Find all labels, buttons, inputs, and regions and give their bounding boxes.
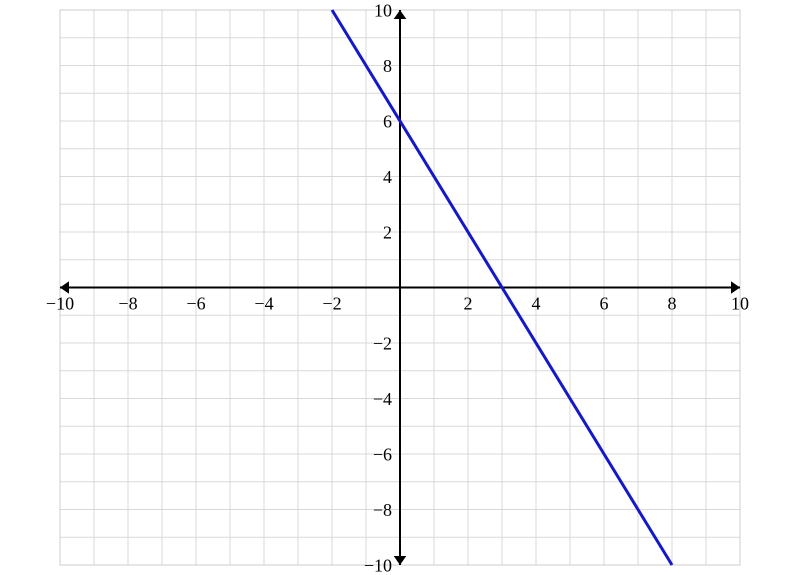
y-tick-label: −2 — [373, 333, 392, 353]
y-tick-label: −8 — [373, 500, 392, 520]
y-tick-label: 4 — [383, 167, 392, 187]
y-tick-label: −4 — [373, 389, 392, 409]
y-tick-label: −6 — [373, 444, 392, 464]
x-tick-label: 10 — [731, 294, 749, 314]
chart-svg: −10 −8 −6 −4 −2 2 4 6 8 10 −10 −8 −6 −4 −2 2 4 6 8 10 — [0, 0, 800, 575]
x-tick-label: −10 — [46, 294, 74, 314]
y-tick-label: 8 — [383, 56, 392, 76]
line-chart: −10 −8 −6 −4 −2 2 4 6 8 10 −10 −8 −6 −4 −2 2 4 6 8 10 — [0, 0, 800, 575]
x-tick-label: −2 — [322, 294, 341, 314]
y-tick-label: 2 — [383, 222, 392, 242]
x-tick-label: −6 — [186, 294, 205, 314]
x-tick-label: −4 — [254, 294, 273, 314]
y-tick-label: −10 — [364, 555, 392, 575]
x-tick-label: 6 — [600, 294, 609, 314]
x-tick-label: 2 — [464, 294, 473, 314]
x-tick-label: −8 — [118, 294, 137, 314]
y-tick-label: 6 — [383, 111, 392, 131]
y-tick-label: 10 — [374, 0, 392, 20]
x-tick-label: 8 — [668, 294, 677, 314]
x-tick-label: 4 — [532, 294, 541, 314]
